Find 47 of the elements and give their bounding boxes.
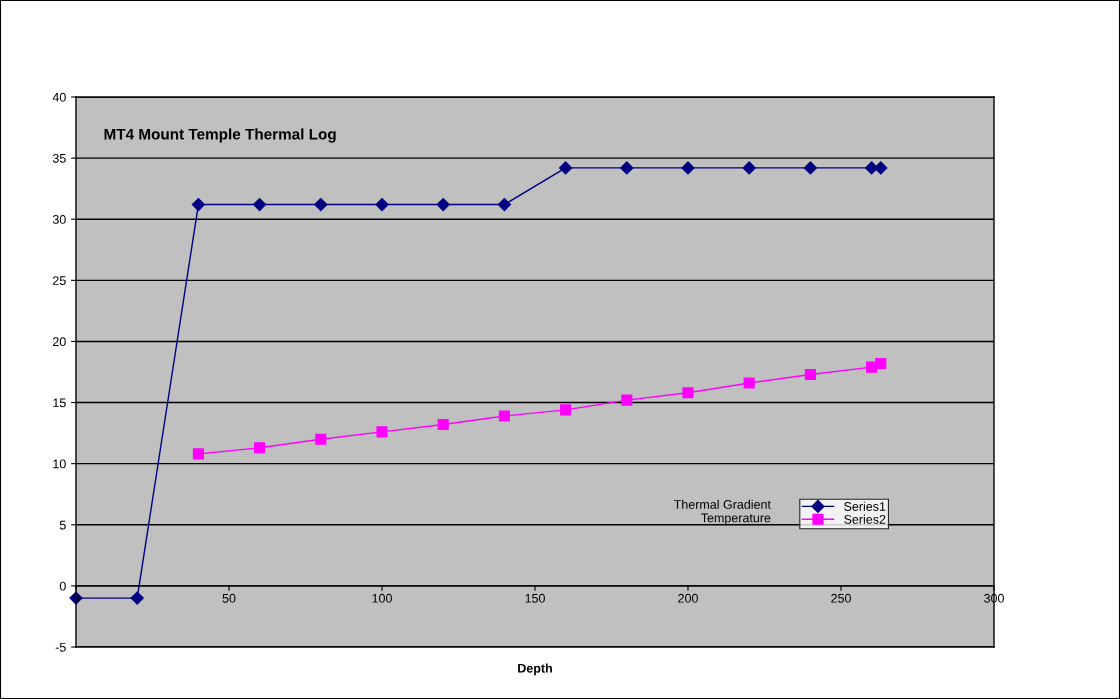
point [315, 433, 327, 445]
point [253, 197, 267, 212]
point [559, 161, 573, 175]
x-tick-label: 100 [372, 593, 392, 603]
point [375, 197, 389, 212]
legend-label: Series2 [844, 514, 886, 524]
x-tick-label: 200 [678, 593, 698, 603]
point [130, 591, 144, 605]
point [376, 426, 388, 438]
point [682, 387, 694, 399]
point [681, 161, 695, 175]
point [743, 377, 755, 389]
y-tick-label: 5 [59, 520, 66, 530]
x-tick-label: 150 [525, 593, 545, 603]
x-tick-label: 250 [831, 593, 851, 603]
point [254, 442, 266, 454]
point [742, 161, 756, 175]
y-tick-label: 40 [52, 92, 66, 102]
y-tick-label: 30 [52, 215, 66, 224]
x-tick-label: 50 [222, 593, 236, 603]
x-tick-label: 0 [73, 593, 79, 603]
point [803, 161, 817, 175]
point [191, 197, 205, 212]
annotation: Thermal Gradient Temperature [673, 499, 771, 525]
y-tick-label: 0 [59, 581, 66, 591]
point [875, 357, 887, 370]
point [620, 161, 634, 175]
point [560, 404, 572, 416]
point [436, 197, 450, 212]
y-tick-label: -5 [55, 642, 66, 652]
y-tick-label: 25 [53, 276, 66, 285]
point [804, 368, 816, 381]
legend-label: Series1 [844, 501, 886, 511]
y-tick-label: 35 [52, 153, 66, 163]
y-tick-label: 20 [53, 337, 66, 347]
point [437, 418, 449, 431]
point [865, 161, 879, 175]
point [621, 394, 633, 406]
point [497, 197, 511, 212]
point [314, 197, 328, 212]
y-tick-label: 15 [53, 398, 66, 408]
point [192, 448, 204, 460]
point [874, 161, 888, 175]
x-axis-title: Depth [518, 663, 552, 676]
point [498, 410, 510, 422]
y-tick-label: 10 [53, 459, 66, 469]
text: MT4 Mount Temple Thermal Log [104, 128, 336, 143]
